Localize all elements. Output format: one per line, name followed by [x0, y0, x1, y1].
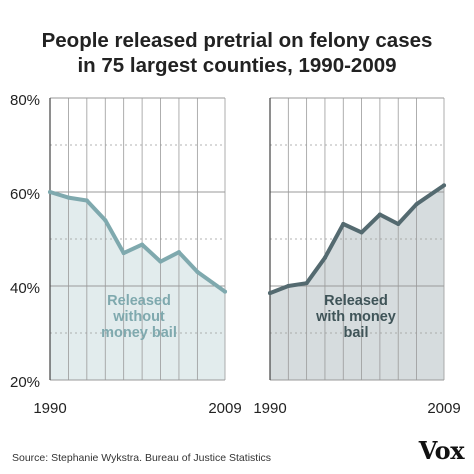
- right-data-point: [286, 284, 291, 288]
- chart-title: People released pretrial on felony cases…: [0, 28, 474, 78]
- left-series-label: money bail: [101, 325, 177, 341]
- right-x-tick-label: 2009: [427, 400, 460, 417]
- right-series-label: Released: [324, 293, 388, 309]
- y-tick-label: 40%: [10, 280, 40, 297]
- right-data-point: [304, 281, 309, 286]
- left-data-point: [121, 251, 126, 256]
- left-x-tick-label: 1990: [33, 400, 66, 417]
- right-area-fill: [270, 185, 444, 380]
- source-note: Source: Stephanie Wykstra. Bureau of Jus…: [12, 452, 272, 464]
- y-tick-label: 60%: [10, 186, 40, 203]
- right-data-point: [396, 221, 401, 226]
- right-data-point: [414, 202, 419, 207]
- right-data-point: [268, 291, 272, 296]
- left-data-point: [223, 289, 227, 294]
- chart-title-line-1: People released pretrial on felony cases: [41, 29, 433, 52]
- right-data-point: [377, 212, 382, 217]
- left-data-point: [158, 259, 163, 264]
- right-data-point: [322, 255, 327, 260]
- left-data-point: [103, 218, 108, 223]
- left-series-label: Released: [107, 293, 171, 309]
- left-series-line: [48, 190, 227, 294]
- left-data-point: [195, 269, 200, 274]
- right-series-label: bail: [344, 325, 369, 341]
- right-series-line: [268, 183, 446, 296]
- left-x-tick-label: 2009: [208, 400, 241, 417]
- right-series-label: with money: [315, 309, 396, 325]
- left-series-label: without: [112, 309, 165, 325]
- right-data-point: [341, 221, 346, 226]
- left-data-point: [176, 250, 181, 255]
- vox-logo: Vox: [418, 436, 465, 465]
- right-x-tick-label: 1990: [253, 400, 286, 417]
- right-data-point: [359, 230, 364, 235]
- y-tick-label: 20%: [10, 374, 40, 391]
- y-tick-label: 80%: [10, 92, 40, 109]
- left-data-point: [140, 242, 145, 247]
- right-data-point: [442, 183, 446, 188]
- left-data-point: [66, 195, 71, 200]
- left-data-point: [48, 190, 52, 194]
- chart-title-line-2: in 75 largest counties, 1990-2009: [77, 54, 397, 77]
- left-data-point: [84, 198, 89, 203]
